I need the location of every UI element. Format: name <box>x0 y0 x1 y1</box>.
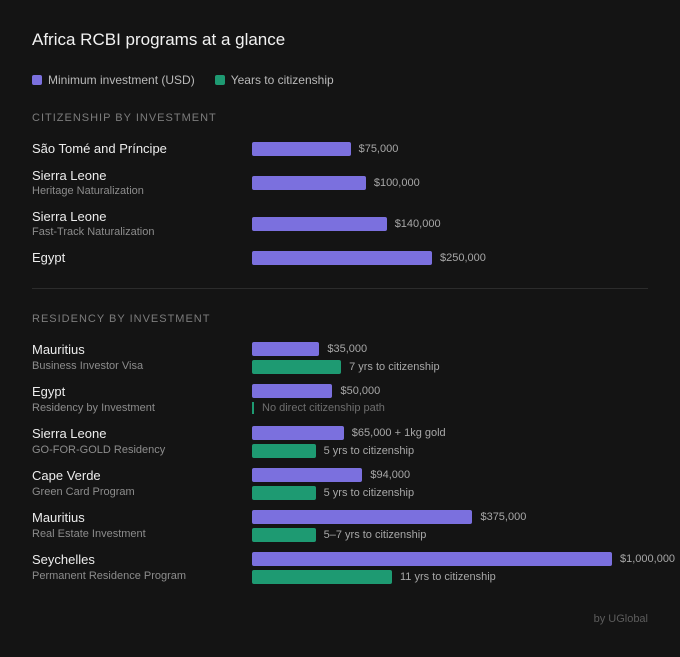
years-bar <box>252 444 316 458</box>
investment-bar <box>252 552 612 566</box>
investment-label: $94,000 <box>370 469 411 481</box>
investment-bar <box>252 217 387 231</box>
program-country: Mauritius <box>32 342 85 357</box>
investment-label: $100,000 <box>373 177 420 189</box>
no-path-marker <box>252 402 254 414</box>
chart-title: Africa RCBI programs at a glance <box>32 30 286 49</box>
section-heading-residency: RESIDENCY BY INVESTMENT <box>32 313 211 325</box>
legend: Minimum investment (USD) Years to citize… <box>32 73 334 87</box>
legend-swatch-investment <box>32 75 42 85</box>
program-name: Fast-Track Naturalization <box>32 226 155 238</box>
years-label: 11 yrs to citizenship <box>400 571 496 583</box>
program-country: Egypt <box>32 250 66 265</box>
program-name: Heritage Naturalization <box>32 185 144 197</box>
program-name: Residency by Investment <box>32 402 155 414</box>
years-label: 7 yrs to citizenship <box>349 361 440 373</box>
investment-bar <box>252 342 320 356</box>
investment-bar <box>252 468 363 482</box>
investment-label: $1,000,000 <box>620 553 676 565</box>
program-country: Seychelles <box>32 552 95 567</box>
investment-label: $250,000 <box>440 252 486 264</box>
program-country: Cape Verde <box>32 468 101 483</box>
investment-bar <box>252 251 432 265</box>
program-name: Permanent Residence Program <box>32 570 187 582</box>
program-country: Sierra Leone <box>32 209 107 224</box>
years-label: 5–7 yrs to citizenship <box>323 529 427 541</box>
section-divider <box>32 288 648 289</box>
years-label: 5 yrs to citizenship <box>323 487 415 499</box>
investment-bar <box>252 426 344 440</box>
footer-credit: by UGlobal <box>593 613 648 625</box>
program-name: Business Investor Visa <box>32 360 144 372</box>
investment-label: $375,000 <box>480 511 527 523</box>
legend-label-years: Years to citizenship <box>230 73 334 87</box>
program-country: Sierra Leone <box>32 426 107 441</box>
legend-label-investment: Minimum investment (USD) <box>48 73 195 87</box>
investment-bar <box>252 142 351 156</box>
investment-label: $50,000 <box>340 385 381 397</box>
program-name: Real Estate Investment <box>32 528 146 540</box>
years-label: No direct citizenship path <box>262 402 385 414</box>
legend-swatch-years <box>214 75 225 85</box>
investment-bar <box>252 384 333 398</box>
years-bar <box>252 570 392 584</box>
program-country: Egypt <box>32 384 66 399</box>
years-bar <box>252 528 316 542</box>
years-label: 5 yrs to citizenship <box>323 445 415 457</box>
program-name: Green Card Program <box>32 486 135 498</box>
program-country: São Tomé and Príncipe <box>32 141 167 156</box>
years-bar <box>252 486 316 500</box>
program-name: GO-FOR-GOLD Residency <box>32 444 166 456</box>
legend-item-investment: Minimum investment (USD) <box>32 73 195 87</box>
program-country: Mauritius <box>32 510 85 525</box>
program-country: Sierra Leone <box>32 168 107 183</box>
section-heading-citizenship: CITIZENSHIP BY INVESTMENT <box>32 112 217 124</box>
years-bar <box>252 360 342 374</box>
investment-bar <box>252 510 473 524</box>
investment-label: $65,000 + 1kg gold <box>351 427 446 439</box>
investment-bar <box>252 176 366 190</box>
investment-label: $35,000 <box>327 343 368 355</box>
legend-item-years: Years to citizenship <box>214 73 334 87</box>
investment-label: $140,000 <box>394 218 441 230</box>
investment-label: $75,000 <box>358 143 399 155</box>
